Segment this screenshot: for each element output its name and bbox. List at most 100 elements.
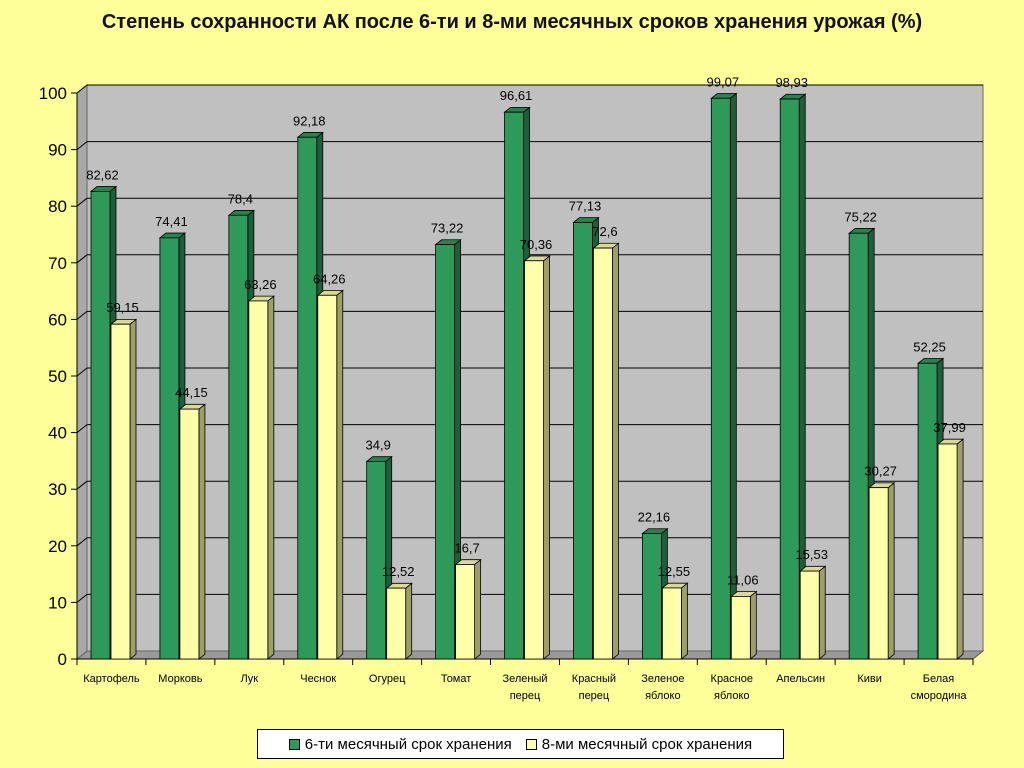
x-tick-label: Зеленое — [641, 673, 684, 685]
x-tick-label: перец — [579, 690, 610, 702]
gridline-diag — [76, 480, 88, 490]
bar-8-month — [386, 587, 407, 660]
data-label: 59,15 — [106, 300, 139, 315]
legend-label-6-month: 6-ти месячный срок хранения — [304, 735, 512, 753]
bar-6-month — [228, 214, 249, 660]
gridline-diag — [76, 141, 88, 150]
data-label: 15,53 — [795, 547, 828, 562]
bar-6-month — [779, 98, 800, 660]
bar-8-month — [937, 443, 958, 660]
data-label: 70,36 — [520, 237, 553, 252]
bar-side — [198, 403, 206, 660]
bar-8-month — [317, 294, 338, 660]
x-tick-label: Чеснок — [300, 673, 336, 685]
y-tick-label: 100 — [39, 84, 67, 103]
gridline-diag — [76, 84, 88, 94]
x-tick-label: перец — [510, 690, 541, 702]
gridline-diag — [76, 594, 88, 603]
data-label: 73,22 — [431, 221, 464, 236]
gridline-diag — [76, 197, 88, 207]
data-label: 74,41 — [155, 214, 188, 229]
bar-6-month — [710, 97, 731, 660]
data-label: 16,7 — [454, 540, 479, 555]
y-tick-label: 80 — [48, 197, 67, 216]
data-label: 72,6 — [592, 224, 617, 239]
y-tick-label: 10 — [48, 593, 67, 612]
bar-8-month — [524, 260, 544, 660]
gridline-diag — [76, 424, 88, 433]
bar-6-month — [366, 461, 387, 660]
data-label: 96,61 — [500, 88, 533, 103]
gridline-diag — [76, 254, 88, 264]
data-label: 52,25 — [913, 339, 946, 354]
y-tick-label: 30 — [48, 480, 67, 499]
bar-8-month — [248, 300, 269, 660]
data-label: 78,4 — [228, 191, 253, 206]
x-tick-label: смородина — [911, 690, 968, 702]
data-label: 12,52 — [382, 564, 415, 579]
gridline-diag — [76, 311, 88, 320]
bar-8-month — [868, 487, 889, 660]
legend-item-6-month: 6-ти месячный срок хранения — [288, 735, 512, 753]
bar-side — [543, 255, 550, 660]
y-tick-label: 0 — [58, 650, 67, 669]
data-label: 11,06 — [727, 572, 759, 587]
data-label: 37,99 — [933, 420, 966, 435]
x-tick-label: яблоко — [645, 690, 680, 702]
bar-6-month — [159, 237, 180, 660]
data-label: 34,9 — [366, 437, 391, 452]
x-tick-label: яблоко — [714, 690, 749, 702]
x-tick-label: Морковь — [158, 673, 202, 685]
legend-label-8-month: 8-ми месячный срок хранения — [541, 735, 753, 753]
y-tick-label: 50 — [48, 367, 67, 386]
bar-6-month — [297, 136, 318, 660]
bar-side — [818, 565, 826, 660]
bar-side — [612, 242, 619, 660]
bar-side — [887, 482, 895, 660]
legend-swatch-yellow — [525, 738, 537, 750]
bar-8-month — [455, 564, 476, 660]
chart-title: Степень сохранности АК после 6-ти и 8-ми… — [101, 11, 923, 33]
x-tick-label: Лук — [240, 673, 258, 685]
x-tick-label: Красный — [572, 673, 616, 685]
bar-8-month — [593, 247, 613, 660]
bar-6-month — [90, 190, 111, 660]
data-label: 12,55 — [658, 564, 691, 579]
bar-side — [336, 289, 344, 660]
bar-side — [405, 582, 413, 660]
gridline-diag — [76, 537, 88, 547]
data-label: 77,13 — [569, 198, 602, 213]
bar-8-month — [661, 587, 682, 660]
bar-side — [474, 558, 482, 660]
x-tick-label: Томат — [441, 673, 471, 685]
bar-6-month — [641, 533, 662, 660]
x-tick-label: Киви — [857, 673, 882, 685]
y-tick-label: 70 — [48, 254, 67, 273]
legend-swatch-green — [288, 738, 300, 750]
bar-side — [749, 590, 757, 660]
data-label: 44,15 — [175, 385, 208, 400]
bar-6-month — [573, 222, 593, 660]
bar-8-month — [110, 323, 131, 660]
gridline-diag — [76, 367, 88, 377]
x-tick-label: Белая — [923, 673, 955, 685]
data-label: 99,07 — [707, 74, 740, 89]
bar-8-month — [730, 596, 751, 660]
data-label: 75,22 — [844, 209, 877, 224]
x-tick-label: Огурец — [369, 673, 406, 685]
data-label: 92,18 — [293, 113, 326, 128]
data-label: 30,27 — [864, 464, 897, 479]
bar-6-month — [917, 362, 938, 660]
y-tick-label: 20 — [48, 537, 67, 556]
bar-side — [680, 582, 688, 660]
bar-6-month — [435, 244, 456, 660]
x-tick-label: Красное — [711, 673, 753, 685]
data-label: 82,62 — [86, 167, 119, 182]
x-tick-label: Зеленый — [502, 673, 547, 685]
data-label: 22,16 — [638, 510, 671, 525]
data-label: 63,26 — [244, 277, 277, 292]
bar-8-month — [179, 408, 200, 660]
y-tick-label: 40 — [48, 424, 67, 443]
bar-side — [267, 295, 275, 660]
